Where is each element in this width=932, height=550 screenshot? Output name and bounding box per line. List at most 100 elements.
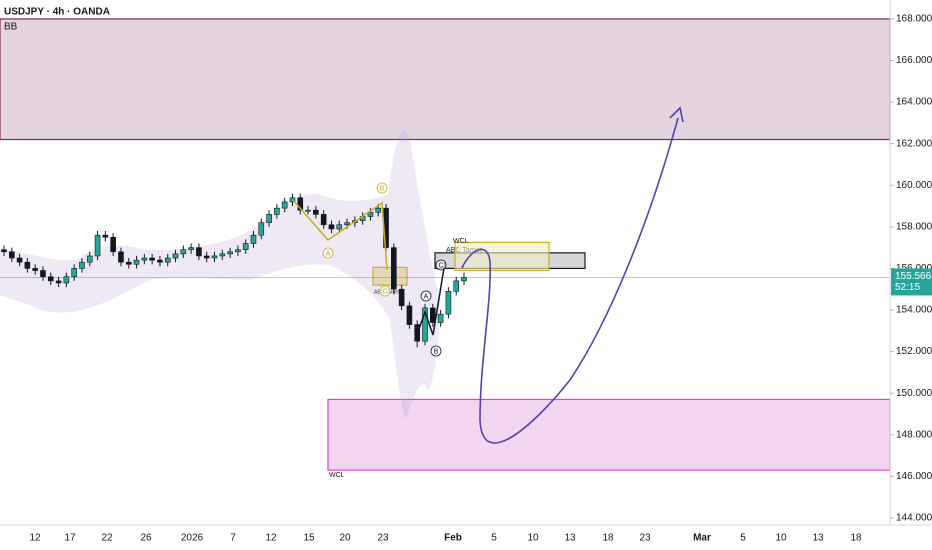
candle-body [16,257,23,263]
wave-label: A [424,293,429,300]
wave-label: C [382,288,387,295]
candle-body [47,276,54,282]
x-tick-label: 10 [527,533,539,544]
y-tick-label: 168.000 [896,14,932,25]
x-tick-label: 17 [64,533,76,544]
candle-body [305,209,311,212]
y-tick-label: 158.000 [896,221,932,232]
x-tick-label: 13 [564,533,576,544]
candle-body [32,268,38,271]
x-tick-label: 5 [740,533,746,544]
wave-circle [379,285,391,297]
y-tick-label: 152.000 [896,346,932,357]
candle-body [149,257,155,261]
candle-body [367,211,374,217]
x-tick-label: 7 [230,533,236,544]
last-price-box [891,268,932,296]
yellow-wave [292,199,388,271]
candle-body [375,207,382,213]
candle-body [437,313,444,323]
candle-body [102,234,109,238]
y-tick-label: 154.000 [896,305,932,316]
candle-body [211,255,218,259]
candle-body [398,288,405,307]
candle-body [320,214,327,226]
wave-label: B [434,348,439,355]
bollinger-band [0,130,440,420]
candle-body [164,257,171,263]
projection-path [461,117,679,444]
wave-label: C [438,262,443,269]
candle-body [8,251,15,259]
x-tick-label: 18 [850,533,862,544]
candle-body [40,270,46,278]
candle-body [86,255,93,263]
x-tick-label: 20 [339,533,351,544]
y-tick-label: 162.000 [896,138,932,149]
candle-body [24,261,31,269]
y-tick-label: 144.000 [896,513,932,524]
candle-body [141,257,148,261]
wave-label: A [326,250,331,257]
zone [327,398,891,471]
candle-body [118,251,124,263]
candle-body [289,197,296,203]
candle-body [133,259,140,265]
candle-body [203,255,210,259]
candle-body [445,290,452,315]
x-tick-label: Feb [444,533,462,544]
candle-body [336,224,343,230]
time-axis: 12 17 22 26 2026 7 12 15 20 23 Feb 5 10 13 18 23 Mar 5 10 1… [29,533,862,544]
x-tick-label: 10 [775,533,787,544]
wave-circle [435,259,447,271]
wave-circle [430,345,442,357]
candle-body [250,234,257,244]
wave-label: B [380,185,385,192]
candle-body [297,197,304,211]
x-tick-label: 2026 [181,533,204,544]
y-tick-label: 164.000 [896,97,932,108]
candle-body [227,251,233,255]
wave-circle [420,290,432,302]
x-tick-label: 15 [303,533,315,544]
candle-body [328,224,335,230]
candle-body [313,209,319,215]
candle-body [453,280,460,292]
y-tick-label: 146.000 [896,471,932,482]
x-tick-label: 18 [602,533,614,544]
candle-body [422,307,428,342]
x-tick-label: 22 [101,533,113,544]
y-tick-label: 148.000 [896,429,932,440]
candle-body [430,307,436,323]
candle-body [157,259,163,263]
wave-circle [376,182,388,194]
wave-circle [322,247,334,259]
x-tick-label: 5 [491,533,497,544]
zone [372,266,408,286]
candle-body [71,268,77,278]
candle-body [79,261,85,269]
zone [454,241,550,272]
candle-body [391,247,397,290]
candle-body [406,305,413,325]
candle-body [180,249,187,255]
candle-body [219,253,226,257]
x-tick-label: Mar [693,533,711,544]
x-tick-label: 26 [140,533,152,544]
candle-body [235,249,241,253]
candle-body [461,277,467,282]
x-tick-label: 23 [377,533,389,544]
candles [1,193,467,348]
candle-body [63,276,70,284]
zone-label: WCL [329,472,345,479]
y-tick-label: 166.000 [896,55,932,66]
candle-body [110,236,116,253]
x-tick-label: 12 [29,533,41,544]
x-tick-label: 13 [812,533,824,544]
candle-body [125,261,132,265]
candle-body [55,280,62,284]
y-tick-label: 160.000 [896,180,932,191]
candle-body [1,249,7,253]
candle-body [188,247,194,251]
